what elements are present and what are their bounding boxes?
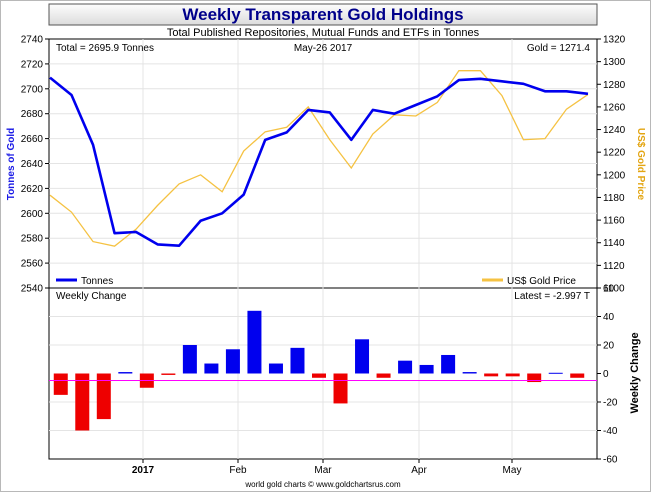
- weekly-change-bar: [505, 373, 520, 377]
- y-tick-label: 2700: [21, 84, 44, 95]
- y2-tick-label: 1300: [603, 57, 626, 68]
- gold-price-label: Gold = 1271.4: [527, 43, 591, 54]
- weekly-change-bar: [441, 354, 456, 374]
- weekly-change-bar: [118, 372, 133, 374]
- lower-tick-label: 40: [603, 312, 615, 323]
- x-tick-label: May: [503, 465, 522, 476]
- weekly-change-bar: [268, 363, 283, 374]
- lower-tick-label: -60: [603, 455, 618, 466]
- weekly-change-bar: [312, 373, 326, 378]
- y2-tick-label: 1200: [603, 170, 626, 181]
- right-axis-title: US$ Gold Price: [635, 128, 646, 201]
- weekly-change-bar: [53, 373, 68, 395]
- chart-subtitle: Total Published Repositories, Mutual Fun…: [167, 27, 480, 39]
- weekly-change-bar: [204, 363, 219, 374]
- y2-tick-label: 1320: [603, 35, 626, 46]
- lower-tick-label: 60: [603, 284, 615, 295]
- y-tick-label: 2720: [21, 59, 44, 70]
- weekly-change-bar: [355, 339, 370, 374]
- legend-tonnes: Tonnes: [81, 276, 113, 287]
- weekly-change-bar: [527, 373, 542, 383]
- y-tick-label: 2600: [21, 209, 44, 220]
- y-tick-label: 2680: [21, 109, 44, 120]
- y2-tick-label: 1160: [603, 216, 625, 227]
- weekly-change-bar: [96, 373, 111, 420]
- latest-label: Latest = -2.997 T: [514, 291, 590, 302]
- title-box: [48, 3, 598, 26]
- y-tick-label: 2560: [21, 259, 44, 270]
- x-tick-label: 2017: [132, 465, 155, 476]
- tonnes-line: [49, 76, 589, 247]
- axis-ticks: 2540 2560 2580 2600 2620 2640 2660 2680 2700 2720…: [21, 35, 626, 477]
- weekly-change-bar: [75, 373, 90, 431]
- weekly-change-bar: [247, 310, 262, 374]
- date-label: May-26 2017: [294, 43, 353, 54]
- left-axis-title: Tonnes of Gold: [6, 128, 17, 201]
- gridlines: [49, 39, 597, 459]
- y2-tick-label: 1140: [603, 238, 625, 249]
- weekly-change-bar: [290, 347, 305, 374]
- lower-tick-label: 0: [603, 369, 609, 380]
- weekly-change-bar: [398, 360, 413, 374]
- y-tick-label: 2620: [21, 184, 44, 195]
- weekly-change-bar: [570, 373, 585, 378]
- y2-tick-label: 1260: [603, 102, 626, 113]
- lower-tick-label: -20: [603, 398, 618, 409]
- y2-tick-label: 1240: [603, 125, 626, 136]
- y2-tick-label: 1220: [603, 148, 626, 159]
- gold-price-line: [49, 70, 589, 247]
- weekly-change-bar: [548, 372, 563, 374]
- weekly-change-bar: [484, 373, 499, 377]
- weekly-change-bar: [376, 373, 391, 378]
- y-tick-label: 2740: [21, 35, 44, 46]
- y2-tick-label: 1120: [603, 261, 625, 272]
- y2-tick-label: 1100: [603, 284, 625, 295]
- x-tick-label: Feb: [229, 465, 247, 476]
- weekly-change-bar: [462, 372, 477, 374]
- weekly-change-bar: [225, 349, 240, 374]
- y-tick-label: 2580: [21, 234, 44, 245]
- weekly-change-bar: [333, 373, 348, 404]
- series-lines: [49, 70, 589, 247]
- lower-tick-label: -40: [603, 426, 618, 437]
- footer-credit: world gold charts © www.goldchartsrus.co…: [244, 480, 401, 489]
- weekly-change-label: Weekly Change: [56, 291, 127, 302]
- weekly-change-bar: [182, 345, 197, 374]
- lower-tick-label: 20: [603, 341, 615, 352]
- y-tick-label: 2540: [21, 284, 44, 295]
- y2-tick-label: 1180: [603, 193, 625, 204]
- y2-tick-label: 1280: [603, 80, 626, 91]
- x-tick-label: Mar: [314, 465, 332, 476]
- weekly-change-bar: [161, 373, 176, 375]
- lower-axis-title: Weekly Change: [629, 332, 641, 413]
- legend-gold: US$ Gold Price: [507, 276, 576, 287]
- y-tick-label: 2640: [21, 159, 44, 170]
- y-tick-label: 2660: [21, 134, 44, 145]
- chart-title: Weekly Transparent Gold Holdings: [182, 5, 463, 24]
- x-tick-label: Apr: [411, 465, 427, 476]
- total-label: Total = 2695.9 Tonnes: [56, 43, 154, 54]
- weekly-change-bar: [419, 364, 434, 374]
